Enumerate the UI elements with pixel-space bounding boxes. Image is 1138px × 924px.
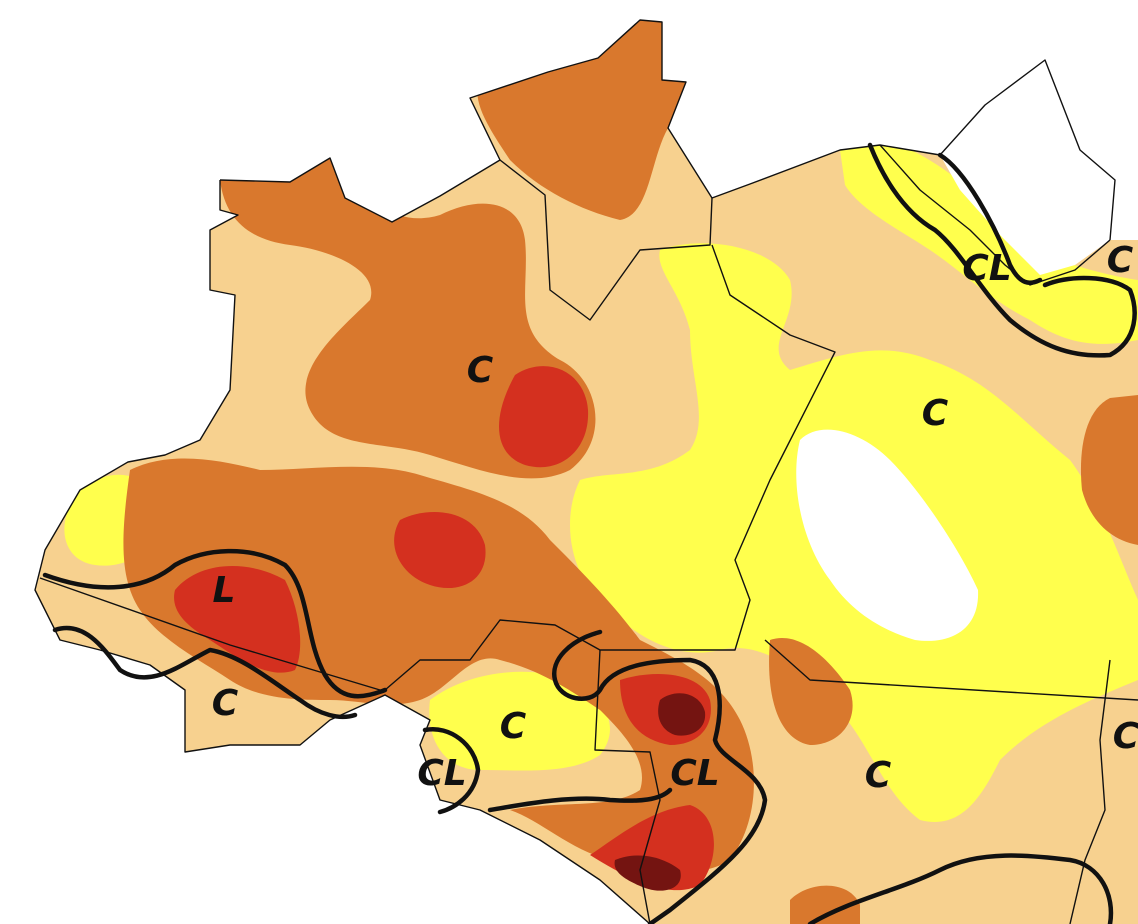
label-c-north: C [467, 350, 494, 391]
zone-d0-northeast [840, 140, 1138, 344]
impact-labels: C C L C C CL CL C CL C C [212, 240, 1138, 796]
label-c-southeast: C [865, 755, 892, 796]
zone-d4-a [658, 693, 706, 736]
zone-none-center [796, 429, 979, 641]
label-cl-center-south: CL [670, 753, 719, 794]
inner-boundary-5 [764, 639, 1138, 701]
label-c-southwest: C [212, 683, 239, 724]
inner-boundary-2 [384, 244, 836, 691]
zone-d4-b [614, 855, 681, 891]
zone-d2-east [1080, 395, 1138, 545]
impact-line-west-lower [52, 625, 358, 720]
label-cl-south: CL [417, 753, 466, 794]
inner-boundary-6 [1069, 659, 1111, 924]
zone-d3-b [394, 512, 486, 589]
impact-line-bottom [807, 853, 1114, 924]
state-boundaries [34, 19, 1138, 924]
impact-line-northeast-inner [937, 152, 1043, 285]
label-c-east: C [922, 393, 949, 434]
label-l-west: L [213, 570, 236, 611]
impact-line-south-center [487, 787, 673, 813]
impact-line-west-upper [42, 548, 388, 699]
impact-line-south-cl [422, 726, 481, 815]
inner-boundary-3 [39, 577, 381, 691]
label-c-northeast-edge: C [1107, 240, 1134, 281]
impact-boundaries [42, 142, 1137, 924]
label-c-east-edge: C [1113, 716, 1138, 757]
west-boundary [34, 180, 651, 924]
outside-region-northeast [940, 60, 1115, 275]
zone-d2-bottom [790, 885, 860, 924]
outline-boundary [219, 19, 1116, 241]
impact-line-northeast [867, 142, 1137, 358]
zone-d2-southeast [769, 638, 853, 745]
impact-line-cl-loop [552, 629, 768, 924]
label-c-south: C [500, 706, 527, 747]
inner-boundary-1 [499, 159, 713, 321]
zone-d0-south [429, 671, 610, 771]
inner-boundary-4 [594, 649, 661, 924]
zone-d3-c [174, 566, 301, 673]
zone-d3-a [498, 366, 589, 468]
label-cl-northeast: CL [962, 248, 1011, 289]
inner-boundary-7 [879, 144, 1111, 286]
zone-d2-central-north [220, 158, 596, 479]
